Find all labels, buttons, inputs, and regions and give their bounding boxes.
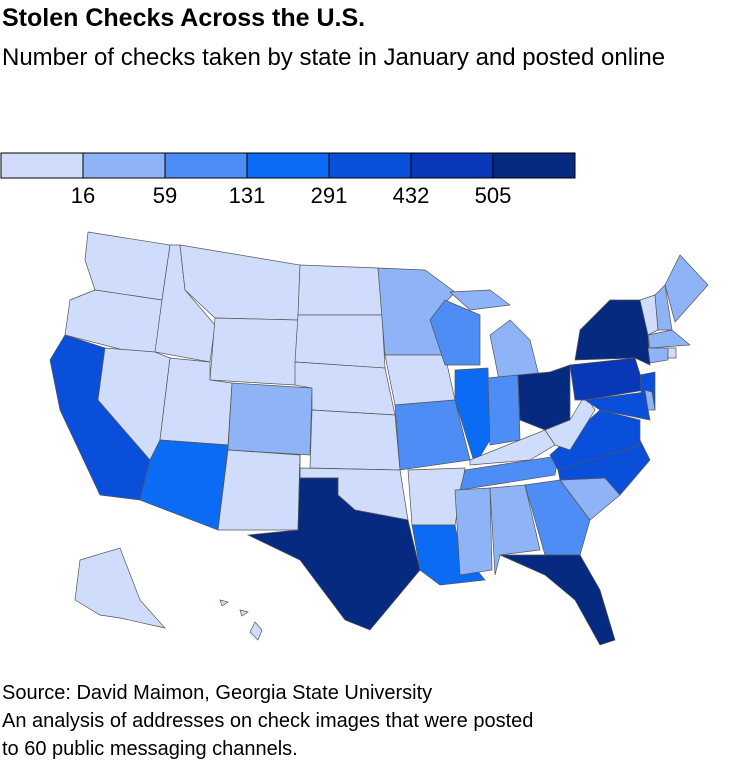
legend-swatch xyxy=(492,152,576,179)
state xyxy=(647,329,691,349)
note: An analysis of addresses on check images… xyxy=(2,710,534,760)
state xyxy=(84,231,171,301)
legend-label: 291 xyxy=(311,183,348,208)
legend-label: 432 xyxy=(393,183,430,208)
state xyxy=(459,455,559,491)
map: 16 59 131 291 432 505 xyxy=(0,152,709,646)
state xyxy=(219,599,263,641)
state xyxy=(246,454,421,631)
state xyxy=(664,254,709,323)
state xyxy=(569,357,646,401)
state xyxy=(647,347,669,364)
state xyxy=(454,487,493,576)
state xyxy=(667,347,677,359)
state xyxy=(217,449,301,531)
title: Stolen Checks Across the U.S. xyxy=(2,4,366,32)
legend-label: 16 xyxy=(71,183,95,208)
legend-swatch xyxy=(164,152,248,179)
state xyxy=(74,547,166,629)
state xyxy=(489,484,541,576)
state xyxy=(574,299,651,366)
state xyxy=(584,391,651,421)
state xyxy=(309,409,401,471)
state xyxy=(209,317,299,386)
legend-label: 505 xyxy=(475,183,512,208)
legend-swatch xyxy=(246,152,330,179)
state xyxy=(487,374,521,446)
subtitle: Number of checks taken by state in Janua… xyxy=(2,44,666,71)
state xyxy=(544,394,596,451)
state xyxy=(227,382,313,456)
legend-swatch xyxy=(0,152,84,179)
state xyxy=(644,389,656,411)
legend-swatch xyxy=(82,152,166,179)
state xyxy=(297,264,383,316)
legend-label: 59 xyxy=(153,183,177,208)
state xyxy=(549,409,641,471)
state xyxy=(499,554,616,646)
state xyxy=(139,439,229,531)
source: Source: David Maimon, Georgia State Univ… xyxy=(2,682,433,704)
legend-label: 131 xyxy=(229,183,266,208)
state xyxy=(429,299,481,366)
legend-swatch xyxy=(410,152,494,179)
state xyxy=(517,364,571,431)
state xyxy=(294,314,386,369)
state xyxy=(454,367,491,466)
legend-swatch xyxy=(328,152,412,179)
